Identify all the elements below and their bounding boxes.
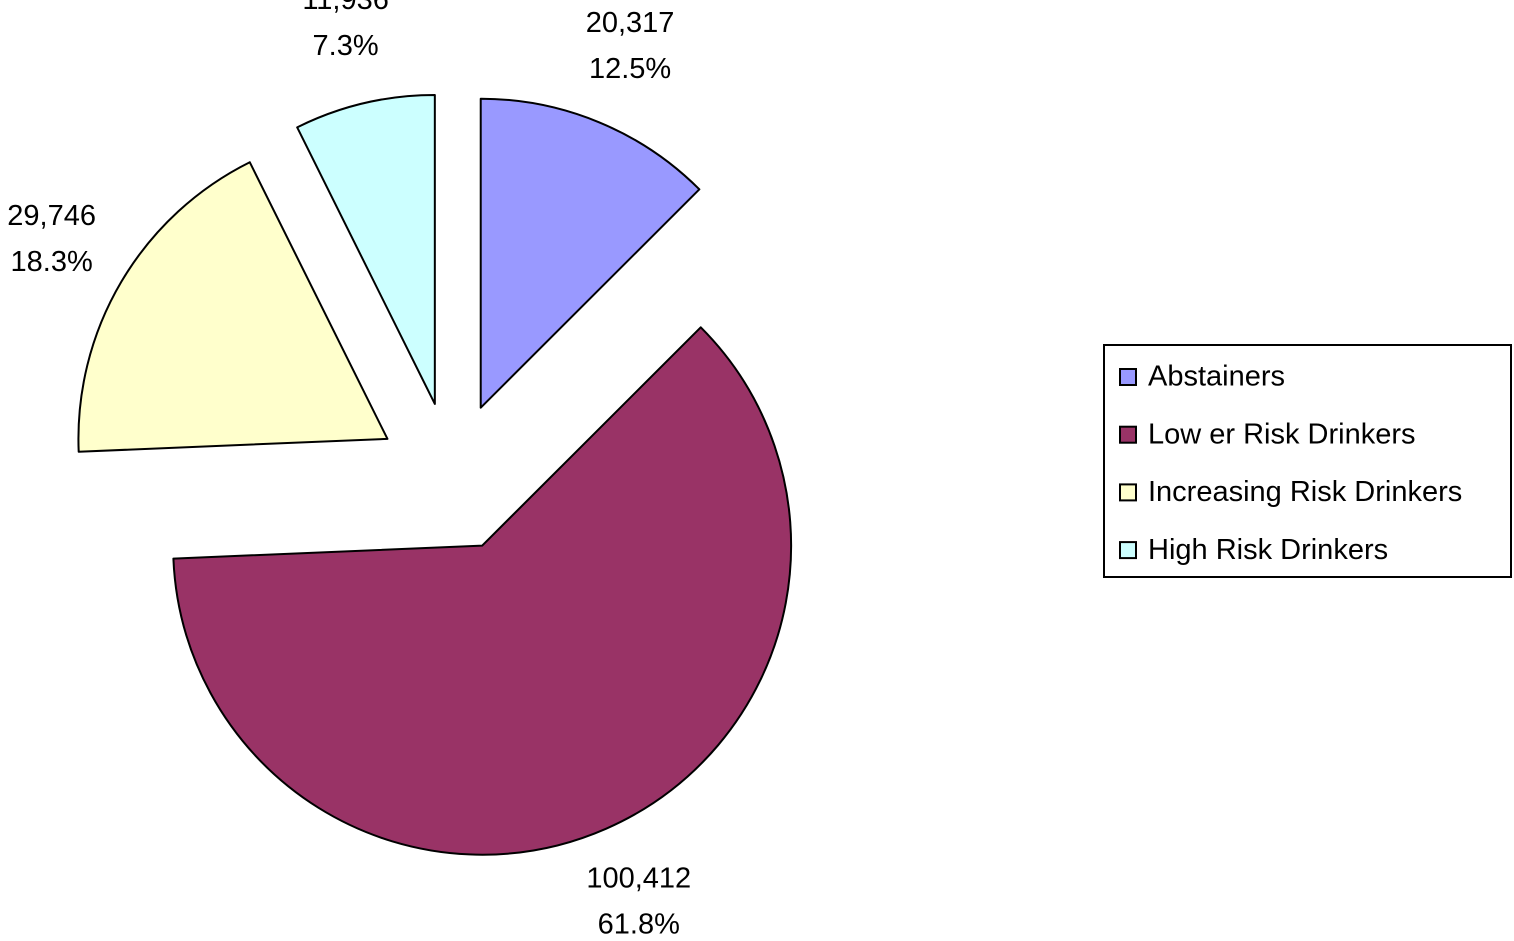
percent-label: 7.3%	[313, 30, 379, 62]
value-label: 20,317	[586, 7, 675, 39]
legend-label: Abstainers	[1148, 361, 1285, 393]
value-label: 11,936	[302, 0, 389, 16]
legend-label: Low er Risk Drinkers	[1148, 418, 1416, 450]
pie-slice	[172, 326, 793, 856]
percent-label: 12.5%	[589, 53, 671, 85]
pie-slice	[77, 161, 389, 453]
pie-slice	[479, 97, 701, 409]
value-label: 100,412	[586, 863, 691, 895]
percent-label: 18.3%	[11, 246, 93, 278]
legend-swatch	[1119, 425, 1137, 444]
legend-swatch	[1119, 483, 1137, 502]
legend-swatch	[1119, 541, 1137, 560]
pie-slice	[296, 93, 436, 405]
legend-label: High Risk Drinkers	[1148, 534, 1388, 566]
legend-label: Increasing Risk Drinkers	[1148, 476, 1462, 508]
legend-swatch	[1119, 368, 1137, 386]
legend-box	[1103, 344, 1512, 578]
value-label: 29,746	[7, 200, 96, 232]
percent-label: 61.8%	[598, 909, 680, 936]
